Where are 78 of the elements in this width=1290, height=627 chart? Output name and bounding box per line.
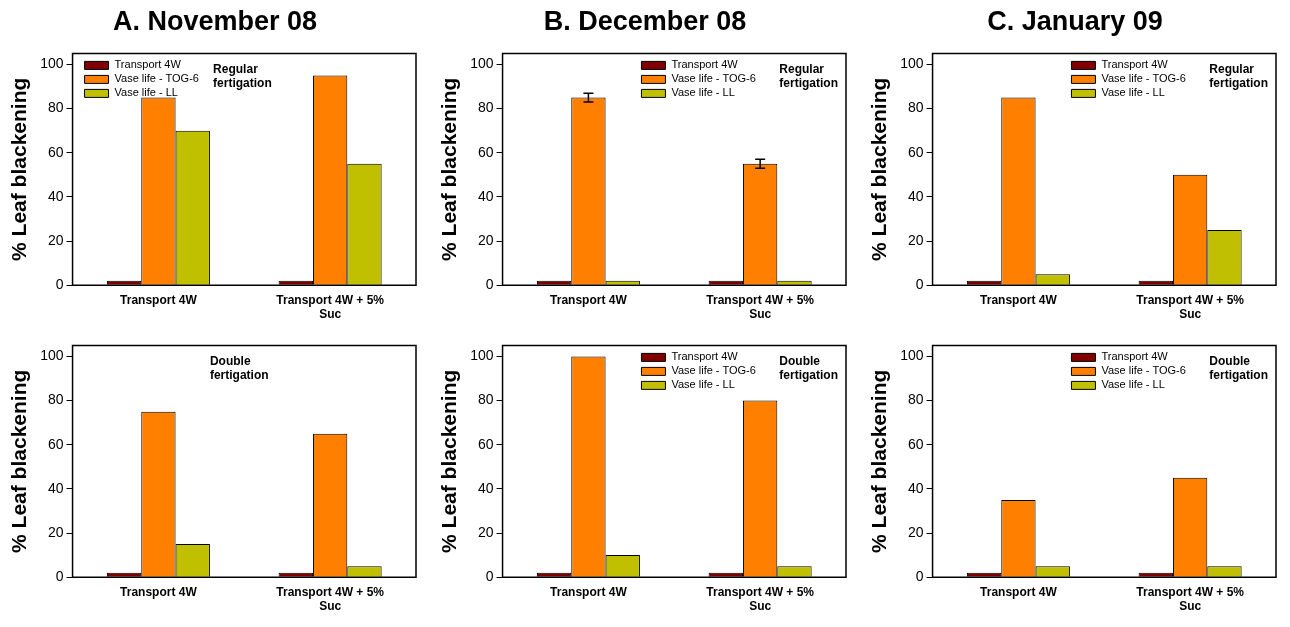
y-tick-label: 80 <box>47 99 64 116</box>
y-tick-label: 0 <box>915 568 924 585</box>
y-axis-title: % Leaf blackening <box>437 369 461 553</box>
annotation: Double fertigation <box>779 353 839 382</box>
y-tick-label: 0 <box>55 276 64 293</box>
y-tick-label: 60 <box>477 143 494 160</box>
y-tick-label: 0 <box>915 276 924 293</box>
y-tick-label: 60 <box>907 435 924 452</box>
y-axis-title: % Leaf blackening <box>7 77 31 261</box>
x-tick-label: Transport 4W <box>550 584 628 599</box>
x-tick-label: Transport 4W + 5% Suc <box>1136 292 1245 322</box>
x-tick-label: Transport 4W + 5% Suc <box>706 292 815 322</box>
y-tick-label: 0 <box>485 276 494 293</box>
y-tick-label: 100 <box>900 347 924 364</box>
legend-label: Transport 4W <box>1101 58 1169 71</box>
y-tick-label: 80 <box>47 391 64 408</box>
y-tick-label: 60 <box>47 143 64 160</box>
x-tick-label: Transport 4W + 5% Suc <box>706 584 815 614</box>
chart-title: A. November 08 <box>111 5 319 38</box>
x-tick-label: Transport 4W <box>120 292 198 307</box>
y-tick-label: 20 <box>477 523 494 540</box>
x-tick-label: Transport 4W + 5% Suc <box>276 584 385 614</box>
legend-label: Vase life - LL <box>1101 378 1165 391</box>
x-tick-label: Transport 4W <box>550 292 628 307</box>
y-tick-label: 40 <box>477 479 494 496</box>
annotation: Regular fertigation <box>1209 61 1269 90</box>
legend-label: Vase life - TOG-6 <box>114 72 199 85</box>
y-tick-label: 80 <box>907 391 924 408</box>
annotation: Regular fertigation <box>779 61 839 90</box>
y-axis-title: % Leaf blackening <box>437 77 461 261</box>
y-tick-label: 20 <box>477 231 494 248</box>
y-tick-label: 100 <box>900 55 924 72</box>
legend-label: Transport 4W <box>671 350 739 363</box>
x-tick-label: Transport 4W <box>980 584 1058 599</box>
y-tick-label: 20 <box>907 231 924 248</box>
legend-label: Vase life - LL <box>1101 86 1165 99</box>
legend-label: Transport 4W <box>114 58 182 71</box>
x-tick-label: Transport 4W + 5% Suc <box>1136 584 1245 614</box>
y-tick-label: 80 <box>907 99 924 116</box>
legend-label: Vase life - LL <box>114 86 178 99</box>
legend-label: Transport 4W <box>1101 350 1169 363</box>
x-tick-label: Transport 4W <box>980 292 1058 307</box>
annotation: Double fertigation <box>1209 353 1269 382</box>
y-tick-label: 100 <box>40 347 64 364</box>
y-tick-label: 60 <box>47 435 64 452</box>
legend-label: Transport 4W <box>671 58 739 71</box>
y-axis-title: % Leaf blackening <box>7 369 31 553</box>
chart-title: B. December 08 <box>542 5 748 38</box>
y-tick-label: 40 <box>477 187 494 204</box>
legend-label: Vase life - TOG-6 <box>671 364 756 377</box>
x-tick-label: Transport 4W <box>120 584 198 599</box>
y-tick-label: 100 <box>470 55 494 72</box>
y-tick-label: 0 <box>55 568 64 585</box>
legend-label: Vase life - LL <box>671 86 735 99</box>
y-tick-label: 20 <box>47 523 64 540</box>
chart-title: C. January 09 <box>986 5 1164 38</box>
y-tick-label: 20 <box>907 523 924 540</box>
y-tick-label: 40 <box>47 479 64 496</box>
y-tick-label: 40 <box>47 187 64 204</box>
y-tick-label: 80 <box>477 391 494 408</box>
y-tick-label: 100 <box>40 55 64 72</box>
y-tick-label: 0 <box>485 568 494 585</box>
annotation: Double fertigation <box>209 353 269 382</box>
legend-label: Vase life - TOG-6 <box>1101 72 1186 85</box>
legend-label: Vase life - TOG-6 <box>1101 364 1186 377</box>
y-tick-label: 80 <box>477 99 494 116</box>
legend-label: Vase life - TOG-6 <box>671 72 756 85</box>
legend-label: Vase life - LL <box>671 378 735 391</box>
annotation: Regular fertigation <box>213 61 272 90</box>
y-tick-label: 100 <box>470 347 494 364</box>
y-tick-label: 40 <box>907 479 924 496</box>
y-tick-label: 60 <box>477 435 494 452</box>
y-axis-title: % Leaf blackening <box>867 77 891 261</box>
y-tick-label: 20 <box>47 231 64 248</box>
y-tick-label: 60 <box>907 143 924 160</box>
y-tick-label: 40 <box>907 187 924 204</box>
x-tick-label: Transport 4W + 5% Suc <box>276 292 385 322</box>
y-axis-title: % Leaf blackening <box>867 369 891 553</box>
